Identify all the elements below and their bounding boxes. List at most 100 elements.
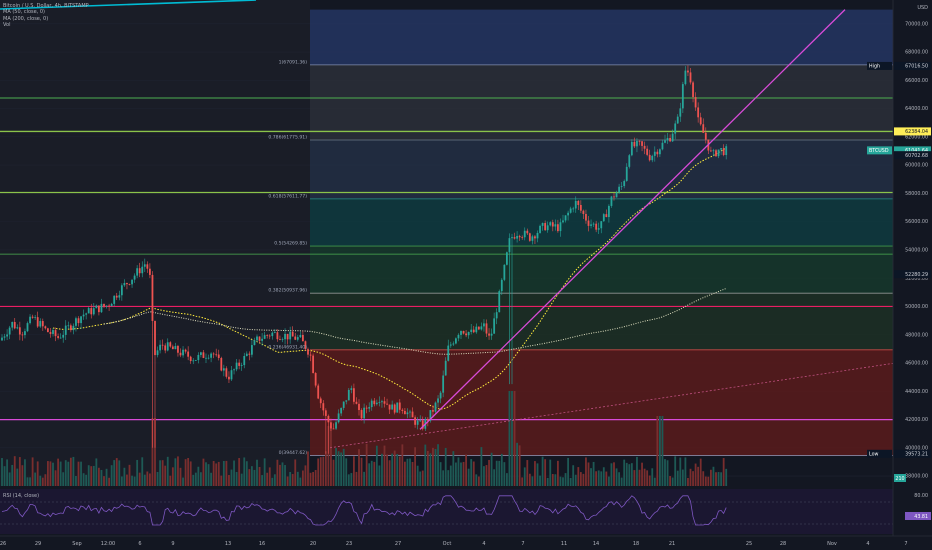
volume-bar [656, 416, 659, 486]
volume-bar [574, 474, 577, 486]
candle-body [299, 334, 302, 338]
candle-body [620, 186, 623, 187]
candle-body [633, 141, 636, 147]
volume-bar [483, 466, 485, 486]
candle-body [161, 344, 164, 346]
candle-body [126, 283, 128, 285]
volume-bar [120, 476, 123, 486]
candle-body [664, 140, 666, 143]
volume-bar [11, 464, 14, 486]
candle-body [528, 233, 531, 241]
candle-body [710, 150, 712, 152]
candle-body [590, 224, 592, 226]
legend-ma-50[interactable]: MA (50, close, 0) [3, 9, 46, 16]
price-badge [894, 61, 931, 70]
price-badge [894, 270, 931, 279]
candle-body [585, 213, 587, 221]
volume-bar [166, 456, 169, 486]
volume-bar [500, 453, 503, 486]
time-tick-label: 23 [346, 541, 352, 547]
volume-bar [319, 457, 322, 486]
candle-body [41, 321, 44, 327]
volume-bar [322, 456, 325, 486]
candle-body [442, 375, 445, 393]
volume-bar [309, 472, 312, 486]
time-tick-label: 26 [0, 541, 6, 547]
candle-body [156, 350, 159, 356]
candle-body [498, 291, 501, 313]
time-tick-label: 7 [521, 541, 524, 547]
candle-body [455, 338, 457, 344]
volume-bar [263, 458, 266, 486]
time-tick-label: 7 [904, 541, 907, 547]
volume-bar [299, 477, 302, 486]
volume-bar [602, 467, 605, 486]
legend-ma-200[interactable]: MA (200, close, 0) [3, 15, 49, 22]
volume-bar [276, 459, 279, 486]
volume-bar [587, 462, 590, 486]
volume-bar [80, 461, 82, 486]
candle-body [559, 222, 562, 232]
price-tick-label: 44000.00 [905, 389, 928, 395]
price-badge-label: High [869, 64, 880, 70]
rsi-upper-value: 80.00 [914, 493, 928, 499]
time-axis[interactable]: 26 29 Sep 12:00 6 9 13 16 20 23 27 Oct 4 7 11 14 18 21 25 2… [0, 535, 932, 550]
candle-body [623, 180, 626, 187]
candle-body [595, 223, 598, 230]
dotted-trendline [329, 361, 906, 449]
price-axis[interactable]: 70000.00 68000.00 66000.00 64000.00 62000.00… [867, 0, 932, 550]
candle-body [353, 388, 355, 402]
candle-body [406, 412, 409, 415]
candle-body [409, 411, 411, 413]
volume-bar [671, 477, 674, 486]
candle-body [342, 401, 345, 408]
horizontal-lines[interactable] [0, 97, 893, 421]
candle-body [475, 326, 478, 333]
volume-bar [475, 474, 478, 486]
candle-body [480, 326, 483, 330]
volume-bar [513, 391, 516, 486]
volume-bar [291, 474, 294, 486]
time-axis-background [0, 536, 932, 550]
candle-body [59, 337, 62, 339]
volume-bar [674, 456, 677, 486]
volume-bar [539, 475, 541, 486]
candle-body [564, 215, 567, 221]
volume-bar [302, 470, 304, 486]
candle-body [429, 410, 432, 421]
candle-body [340, 407, 343, 414]
candle-body [192, 360, 195, 362]
candle-body [546, 225, 549, 231]
volume-bar [222, 460, 225, 486]
price-badge-value: 67016.50 [905, 64, 928, 70]
candle-body [21, 334, 24, 336]
volume-bar [62, 472, 65, 486]
legend-symbol[interactable]: Bitcoin / U.S. Dollar, 4h, BITSTAMP [3, 3, 89, 9]
fib-label: 0(39447.62) [279, 450, 308, 456]
volume-bar [365, 443, 368, 486]
volume-bar [383, 445, 386, 486]
legend-volume[interactable]: Vol [3, 22, 11, 29]
candle-body [360, 410, 363, 419]
volume-bar [720, 472, 722, 486]
candle-body [312, 355, 314, 374]
volume-bar [455, 462, 457, 486]
volume-bar [187, 457, 190, 486]
candle-body [391, 404, 394, 410]
candle-body [439, 392, 442, 399]
candle-body [460, 330, 462, 335]
volume-bar [179, 467, 182, 486]
candle-body [238, 362, 241, 366]
volume-bar [1, 458, 3, 486]
candle-body [467, 332, 470, 336]
candle-body [240, 365, 243, 366]
candle-body [154, 320, 156, 356]
volume-bar [342, 448, 345, 486]
candle-body [64, 325, 67, 335]
candle-body [146, 264, 149, 269]
volume-bar [722, 458, 725, 486]
trendlines[interactable] [0, 0, 906, 449]
volume-bar [633, 470, 636, 486]
candle-body [447, 345, 450, 361]
